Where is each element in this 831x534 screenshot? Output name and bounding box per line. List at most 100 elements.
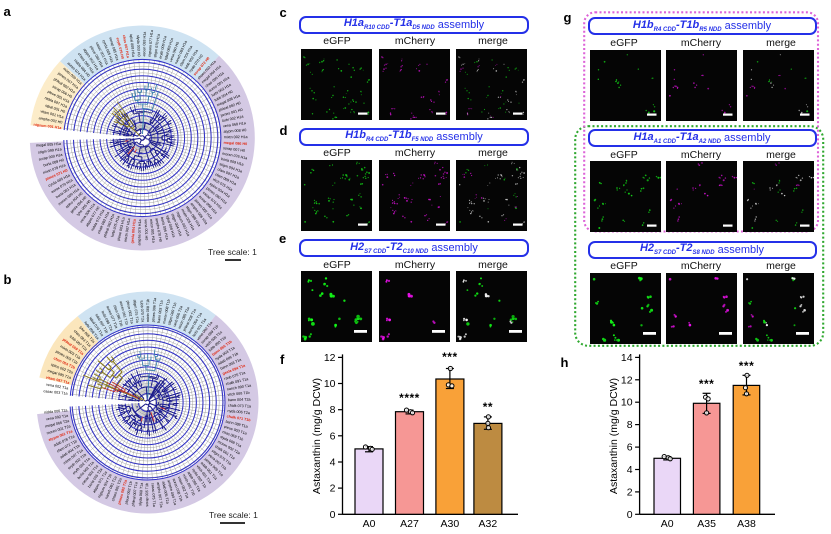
svg-text:Astaxanthin (mg/g DCW): Astaxanthin (mg/g DCW) xyxy=(311,378,323,494)
svg-text:phleal 007 T1a: phleal 007 T1a xyxy=(131,481,138,507)
svg-text:amphs 079 H1a: amphs 079 H1a xyxy=(137,218,142,245)
svg-text:8: 8 xyxy=(627,419,633,431)
svg-text:vena 068 H1a: vena 068 H1a xyxy=(223,121,247,128)
svg-text:gesla 004 H1a: gesla 004 H1a xyxy=(130,218,136,244)
svg-text:vitch 088 T1b: vitch 088 T1b xyxy=(227,391,249,397)
svg-text:phleal 082 H0: phleal 082 H0 xyxy=(218,101,241,112)
svg-text:stigm 069 T1b: stigm 069 T1b xyxy=(167,302,177,326)
svg-text:eryth 075 H0: eryth 075 H0 xyxy=(115,37,124,59)
svg-text:bann 004 T2a: bann 004 T2a xyxy=(228,398,252,403)
svg-text:ascen 093 H1a: ascen 093 H1a xyxy=(142,31,147,57)
svg-text:nyda 006 T2a: nyda 006 T2a xyxy=(227,409,251,415)
svg-text:Astaxanthin (mg/g DCW): Astaxanthin (mg/g DCW) xyxy=(608,378,620,494)
svg-text:pleue 002 T1a: pleue 002 T1a xyxy=(126,300,135,325)
svg-text:megal 095 T1a: megal 095 T1a xyxy=(47,369,72,381)
svg-text:2: 2 xyxy=(627,486,633,498)
svg-text:chas 069 T1b: chas 069 T1b xyxy=(222,430,244,442)
svg-text:A35: A35 xyxy=(697,518,716,530)
svg-text:cfam 096 T1b: cfam 096 T1b xyxy=(112,304,123,327)
svg-text:bann 089 T1a: bann 089 T1a xyxy=(225,420,249,429)
svg-text:ranb 006 T2a: ranb 006 T2a xyxy=(172,305,183,328)
svg-text:slyda 068 T1a: slyda 068 T1a xyxy=(138,482,144,506)
svg-text:mixtn 068 T1b: mixtn 068 T1b xyxy=(146,299,150,322)
svg-text:4: 4 xyxy=(330,457,336,469)
svg-text:12: 12 xyxy=(621,374,633,386)
svg-text:pleue 003 T1a: pleue 003 T1a xyxy=(224,425,249,436)
svg-text:mixtn 002 H1a: mixtn 002 H1a xyxy=(224,135,249,139)
svg-text:moren 001 T2a: moren 001 T2a xyxy=(46,424,72,435)
svg-text:6: 6 xyxy=(330,430,336,442)
svg-text:****: **** xyxy=(399,391,420,405)
svg-text:ranb 075 T1a: ranb 075 T1a xyxy=(224,371,247,381)
svg-text:adab 005 T2a: adab 005 T2a xyxy=(161,481,170,505)
svg-text:A0: A0 xyxy=(363,518,376,530)
svg-text:mixtn 007 H1a: mixtn 007 H1a xyxy=(124,217,132,242)
svg-text:megal 005 H1a: megal 005 H1a xyxy=(36,142,62,148)
svg-text:chas 007 H1a: chas 007 H1a xyxy=(122,34,130,59)
svg-text:tubb 070 T2a: tubb 070 T2a xyxy=(139,300,144,323)
svg-text:pleue 092 T1b: pleue 092 T1b xyxy=(124,481,133,505)
svg-text:A30: A30 xyxy=(441,518,460,530)
svg-text:megal 066 T2a: megal 066 T2a xyxy=(45,419,71,429)
svg-text:iqbal 001 H0: iqbal 001 H0 xyxy=(45,104,66,114)
svg-text:lorbi 075 H1a: lorbi 075 H1a xyxy=(110,215,120,238)
svg-text:nigsum 077 H1a: nigsum 077 H1a xyxy=(148,29,155,57)
svg-text:vena 001 H0: vena 001 H0 xyxy=(144,219,149,240)
svg-text:pleue 003 H1a: pleue 003 H1a xyxy=(117,216,127,241)
svg-text:amphs 070 H0: amphs 070 H0 xyxy=(154,218,162,242)
svg-text:stigm 075 T2a: stigm 075 T2a xyxy=(132,299,139,324)
svg-text:vitam 087 T1a: vitam 087 T1a xyxy=(45,375,70,385)
svg-text:borla 005 H1a: borla 005 H1a xyxy=(160,217,170,241)
svg-text:lorbi 002 H1a: lorbi 002 H1a xyxy=(222,114,245,123)
svg-text:nidda 006 T2a: nidda 006 T2a xyxy=(44,408,69,414)
svg-text:***: *** xyxy=(699,377,715,391)
svg-text:megal 086 H0: megal 086 H0 xyxy=(223,141,247,146)
svg-text:borla 009 H1a: borla 009 H1a xyxy=(221,157,245,167)
svg-text:vena 060 H0: vena 060 H0 xyxy=(169,41,180,62)
svg-text:iqbal 069 H1a: iqbal 069 H1a xyxy=(164,37,175,61)
svg-text:***: *** xyxy=(739,359,755,373)
svg-text:stigm 099 H1a: stigm 099 H1a xyxy=(38,147,63,154)
svg-text:amphs 067 T2a: amphs 067 T2a xyxy=(156,482,163,509)
svg-text:chalk 091 T1a: chalk 091 T1a xyxy=(225,377,249,386)
svg-text:4: 4 xyxy=(627,464,633,476)
svg-text:nanch 090 T1a: nanch 090 T1a xyxy=(227,383,253,391)
svg-text:sorap 007 H0: sorap 007 H0 xyxy=(223,146,245,153)
svg-text:8: 8 xyxy=(330,404,336,416)
svg-text:sorap 009 H1a: sorap 009 H1a xyxy=(38,153,63,162)
svg-text:10: 10 xyxy=(621,397,633,409)
svg-text:**: ** xyxy=(483,400,493,414)
svg-text:sorap 005 T1b: sorap 005 T1b xyxy=(145,483,149,507)
svg-text:slyda 003 H0: slyda 003 H0 xyxy=(136,35,141,57)
svg-text:0: 0 xyxy=(330,509,336,521)
svg-text:12: 12 xyxy=(324,352,336,364)
svg-text:A38: A38 xyxy=(737,518,756,530)
svg-text:14: 14 xyxy=(621,352,633,364)
svg-text:amphs 002 H0: amphs 002 H0 xyxy=(38,116,62,124)
svg-text:2: 2 xyxy=(330,483,336,495)
svg-text:A0: A0 xyxy=(661,518,674,530)
svg-text:aureo 008 T1b: aureo 008 T1b xyxy=(172,478,184,502)
svg-text:james 001 H0: james 001 H0 xyxy=(219,108,243,118)
svg-text:nigsum 001 H1a: nigsum 001 H1a xyxy=(33,123,62,131)
svg-text:eryth 009 H1a: eryth 009 H1a xyxy=(158,35,167,59)
svg-text:vena 002 T1a: vena 002 T1a xyxy=(46,383,70,391)
svg-text:moren 008 T1b: moren 008 T1b xyxy=(162,299,171,324)
svg-text:6: 6 xyxy=(627,442,633,454)
svg-text:mixtn 001 H1a: mixtn 001 H1a xyxy=(149,219,156,244)
svg-text:A27: A27 xyxy=(400,518,419,530)
svg-text:casac 003 T1a: casac 003 T1a xyxy=(43,389,68,396)
svg-text:***: *** xyxy=(442,350,458,364)
svg-text:chalk 071 T1b: chalk 071 T1b xyxy=(226,414,251,422)
svg-text:amphe 094 T1a: amphe 094 T1a xyxy=(167,480,178,507)
svg-text:sorap 085 H1a: sorap 085 H1a xyxy=(108,37,119,62)
svg-text:vena 092 T1a: vena 092 T1a xyxy=(46,414,70,422)
svg-text:0: 0 xyxy=(627,509,633,521)
svg-text:ptmes 006 T1a: ptmes 006 T1a xyxy=(151,297,157,323)
svg-text:atypm 008 H0: atypm 008 H0 xyxy=(223,128,246,134)
svg-text:moren 076 H1a: moren 076 H1a xyxy=(222,152,249,161)
svg-text:casac 075 T1a: casac 075 T1a xyxy=(151,483,157,508)
svg-text:A32: A32 xyxy=(479,518,498,530)
svg-text:iqbal 008 H1a: iqbal 008 H1a xyxy=(165,215,176,239)
svg-text:bann 003 T1a: bann 003 T1a xyxy=(157,299,164,323)
